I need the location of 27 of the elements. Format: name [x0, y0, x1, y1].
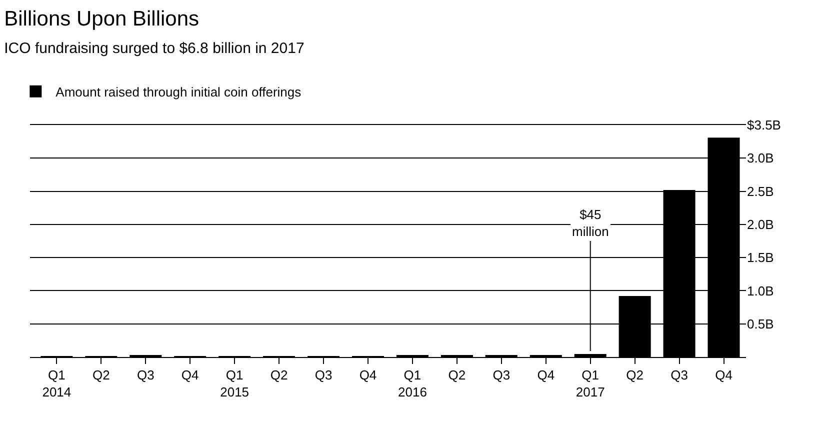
x-tick-label: Q1 2014: [42, 368, 72, 400]
x-tick-label: Q2: [270, 368, 288, 383]
y-tick-label: 2.5B: [747, 184, 774, 199]
x-tick-label: Q4: [181, 368, 199, 383]
x-tick-label: Q4: [537, 368, 555, 383]
annotation: $45 million: [572, 207, 609, 239]
y-tick-label: 1.0B: [747, 283, 774, 298]
legend-label: Amount raised through initial coin offerings: [56, 84, 302, 100]
x-tick-label: Q4: [715, 368, 732, 383]
x-tick-label: Q3: [314, 368, 332, 383]
chart-title: Billions Upon Billions: [4, 8, 200, 31]
x-tick-label: Q2: [448, 368, 466, 383]
x-tick-label: Q2: [92, 368, 110, 383]
x-tick-label: Q4: [359, 368, 377, 383]
x-tick-label: Q2: [626, 368, 644, 383]
y-tick-label: 2.0B: [747, 216, 774, 232]
x-tick-label: Q1 2017: [576, 368, 605, 400]
x-tick-label: Q3: [492, 368, 510, 383]
chart-subtitle: ICO fundraising surged to $6.8 billion in 2017: [4, 40, 304, 57]
y-tick-label: $3.5B: [747, 118, 781, 133]
x-tick-label: Q3: [670, 368, 688, 383]
y-tick-label: 3.0B: [747, 150, 774, 166]
x-tick-label: Q1 2015: [220, 368, 250, 400]
x-tick-label: Q1 2016: [398, 368, 427, 400]
y-tick-label: 0.5B: [747, 316, 774, 332]
y-tick-label: 1.5B: [747, 250, 774, 266]
x-tick-label: Q3: [136, 368, 154, 383]
